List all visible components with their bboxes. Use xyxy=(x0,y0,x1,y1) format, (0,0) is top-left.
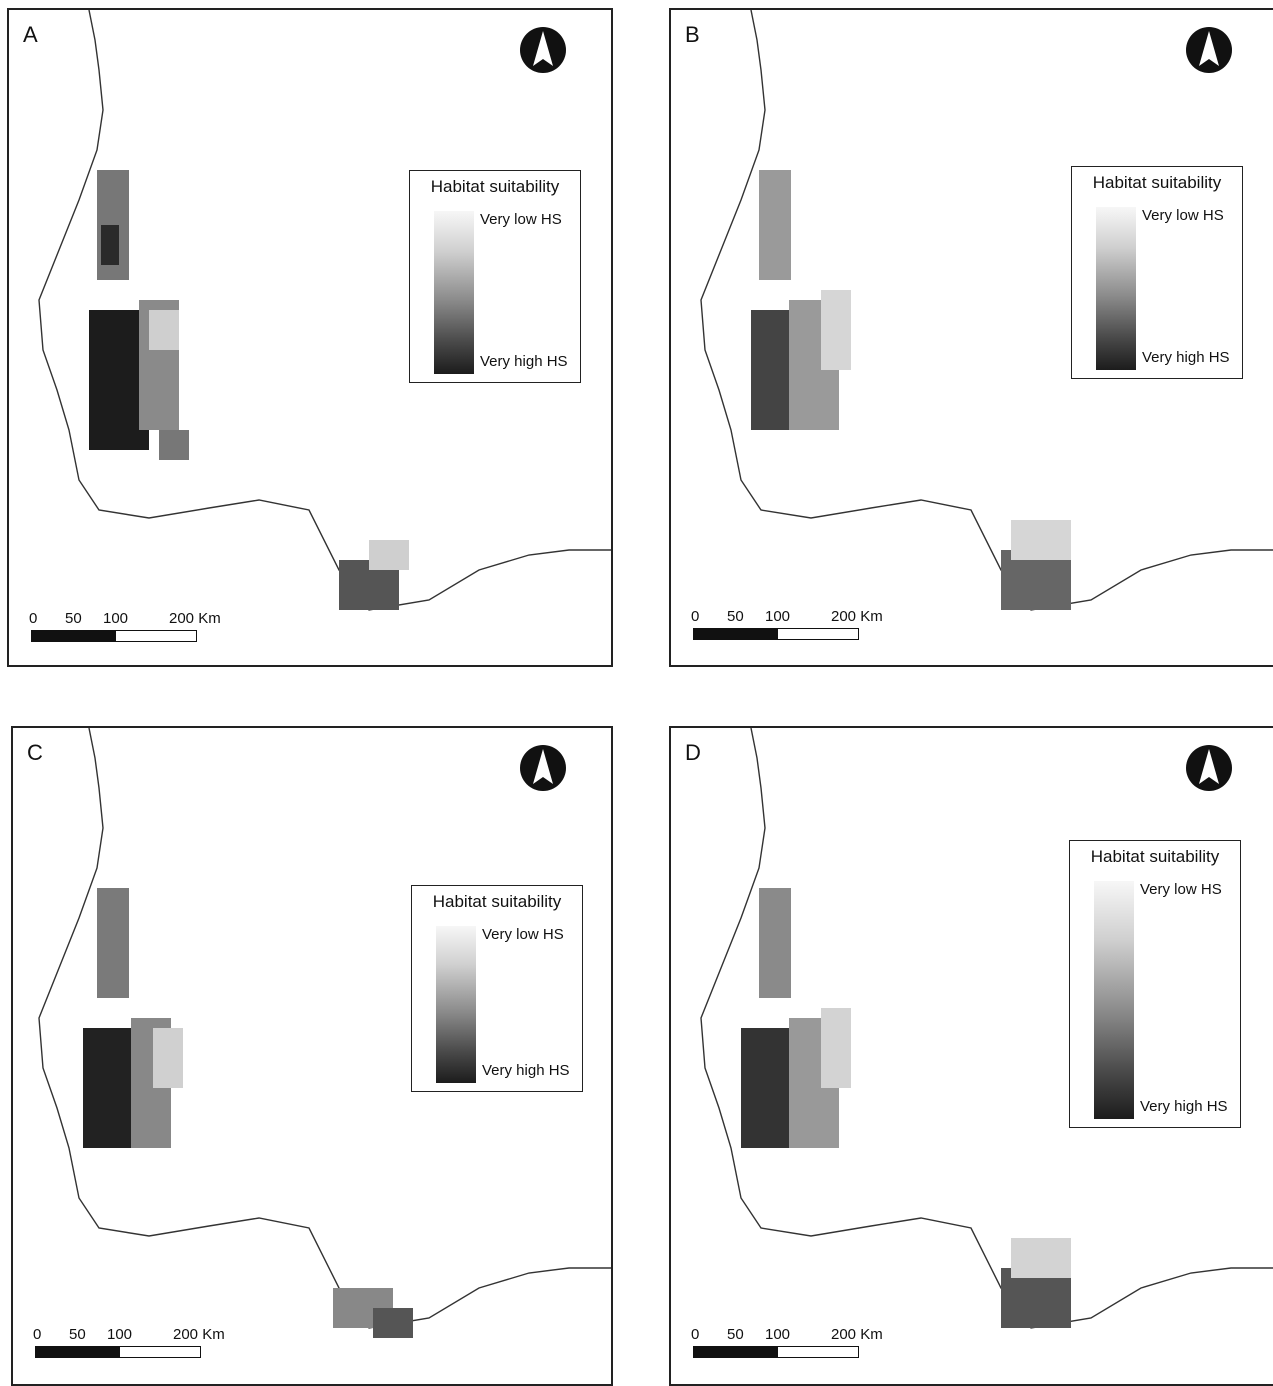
scale-bar: 0 50 100 200 Km xyxy=(33,1326,225,1364)
map-panel-c: C Habitat suitability Very low HS Very h… xyxy=(11,726,613,1386)
habitat-cells xyxy=(741,888,1071,1328)
legend-gradient xyxy=(1096,207,1136,370)
scale-tick-100: 100 xyxy=(765,608,791,625)
habitat-map-a xyxy=(38,10,611,611)
north-arrow-icon xyxy=(1186,745,1232,791)
habitat-map-c xyxy=(38,728,611,1338)
legend-low-label: Very low HS xyxy=(1142,207,1224,224)
scale-tick-200: 200 Km xyxy=(169,610,221,627)
legend-title: Habitat suitability xyxy=(430,177,560,196)
scale-tick-50: 50 xyxy=(727,608,744,625)
legend-high-label: Very high HS xyxy=(480,353,568,370)
legend-high-label: Very high HS xyxy=(1140,1098,1228,1115)
panel-letter: D xyxy=(685,740,701,765)
scale-tick-200: 200 Km xyxy=(831,608,883,625)
map-panel-b: B Habitat suitability Very low HS Very h… xyxy=(669,8,1273,667)
legend-title: Habitat suitability xyxy=(1092,173,1222,192)
panel-letter: C xyxy=(27,740,43,765)
scale-black-segment xyxy=(693,628,779,640)
legend-high-label: Very high HS xyxy=(482,1062,570,1079)
scale-white-segment xyxy=(119,1346,201,1358)
scale-white-segment xyxy=(777,628,859,640)
coastline xyxy=(700,728,1273,1329)
habitat-map-d xyxy=(700,728,1273,1329)
legend-title: Habitat suitability xyxy=(432,892,562,911)
habitat-map-b xyxy=(700,10,1273,611)
scale-tick-50: 50 xyxy=(727,1326,744,1343)
scale-tick-0: 0 xyxy=(691,608,700,625)
scale-bar: 0 50 100 200 Km xyxy=(29,610,221,648)
scale-tick-0: 0 xyxy=(29,610,38,627)
north-arrow-icon xyxy=(520,745,566,791)
legend-low-label: Very low HS xyxy=(480,211,562,228)
scale-black-segment xyxy=(693,1346,779,1358)
scale-tick-100: 100 xyxy=(103,610,129,627)
north-arrow-icon xyxy=(520,27,566,73)
scale-tick-0: 0 xyxy=(33,1326,42,1343)
habitat-cells xyxy=(83,888,413,1338)
scale-bar: 0 50 100 200 Km xyxy=(691,1326,883,1364)
scale-black-segment xyxy=(35,1346,121,1358)
legend-high-label: Very high HS xyxy=(1142,349,1230,366)
coastline xyxy=(38,10,611,611)
coastline xyxy=(38,728,611,1329)
legend-box: Habitat suitability Very low HS Very hig… xyxy=(1069,840,1241,1128)
scale-tick-100: 100 xyxy=(765,1326,791,1343)
scale-tick-50: 50 xyxy=(69,1326,86,1343)
legend-low-label: Very low HS xyxy=(1140,881,1222,898)
legend-low-label: Very low HS xyxy=(482,926,564,943)
coastline xyxy=(700,10,1273,611)
map-panel-a: A Habitat suitability Very low HS Very h… xyxy=(7,8,613,667)
legend-gradient xyxy=(436,926,476,1083)
map-panel-d: D Habitat suitability Very low HS Very h… xyxy=(669,726,1273,1386)
scale-white-segment xyxy=(115,630,197,642)
scale-tick-100: 100 xyxy=(107,1326,133,1343)
scale-black-segment xyxy=(31,630,117,642)
legend-gradient xyxy=(434,211,474,374)
legend-gradient xyxy=(1094,881,1134,1119)
legend-box: Habitat suitability Very low HS Very hig… xyxy=(411,885,583,1092)
scale-white-segment xyxy=(777,1346,859,1358)
panel-letter: A xyxy=(23,22,38,47)
scale-tick-0: 0 xyxy=(691,1326,700,1343)
north-arrow-icon xyxy=(1186,27,1232,73)
habitat-cells xyxy=(751,170,1071,610)
habitat-cells xyxy=(89,170,409,610)
scale-bar: 0 50 100 200 Km xyxy=(691,608,883,646)
legend-box: Habitat suitability Very low HS Very hig… xyxy=(1071,166,1243,379)
legend-title: Habitat suitability xyxy=(1090,847,1220,866)
legend-box: Habitat suitability Very low HS Very hig… xyxy=(409,170,581,383)
scale-tick-200: 200 Km xyxy=(831,1326,883,1343)
scale-tick-50: 50 xyxy=(65,610,82,627)
panel-letter: B xyxy=(685,22,700,47)
scale-tick-200: 200 Km xyxy=(173,1326,225,1343)
